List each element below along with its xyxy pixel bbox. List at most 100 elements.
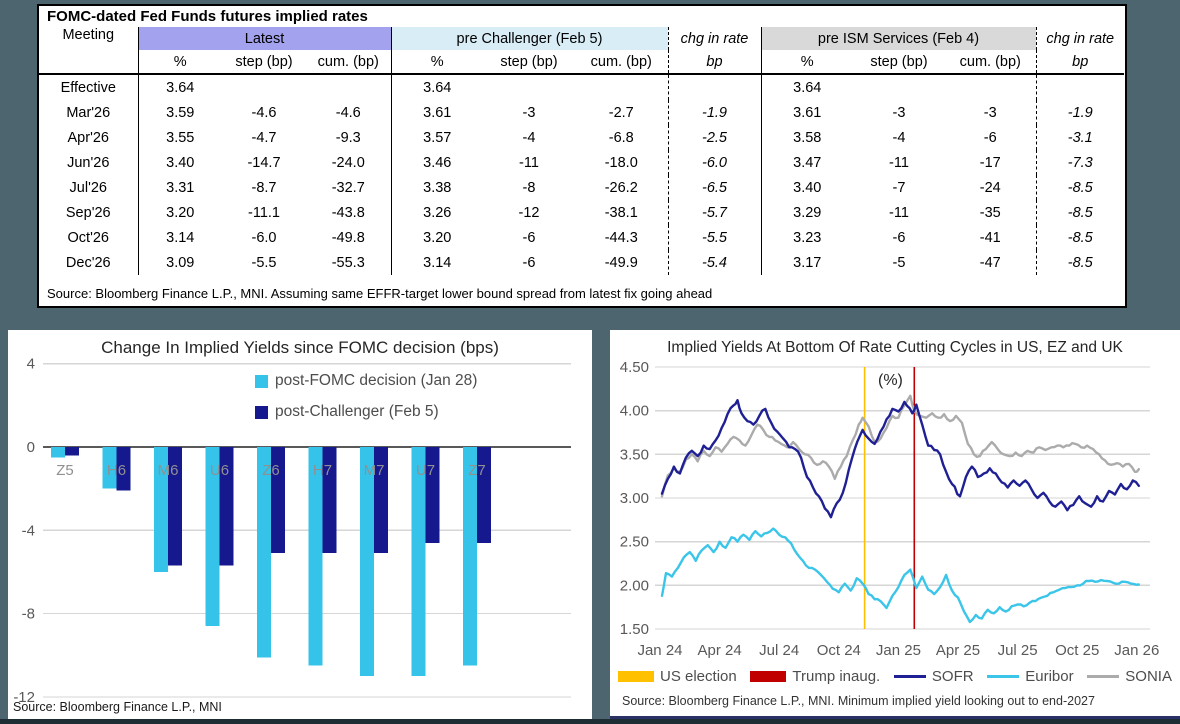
sub-header: step (bp) xyxy=(222,50,306,75)
bar-post-challenger-M7 xyxy=(374,447,388,554)
bar-chart-svg: 4 0 -4 -8 -12 Z5 H6 M6 U6 Z6 H7 M7 U7 Z7 xyxy=(13,356,571,706)
value-cell: -18.0 xyxy=(575,150,669,175)
legend-item-sonia: SONIA xyxy=(1087,668,1172,685)
meeting-cell: Jul'26 xyxy=(39,175,139,200)
sub-header: cum. (bp) xyxy=(575,50,669,75)
legend-label: Euribor xyxy=(1025,668,1074,685)
x-tick-label: Jan 24 xyxy=(637,642,682,659)
value-cell: -17 xyxy=(945,150,1037,175)
value-cell: 3.55 xyxy=(166,129,195,146)
value-cell: -3.1 xyxy=(1067,129,1093,146)
value-cell: -7.3 xyxy=(1067,154,1093,171)
value-cell: -8 xyxy=(522,179,536,196)
x-category-label: Z5 xyxy=(56,462,74,479)
value-cell: -1.9 xyxy=(1067,104,1093,121)
sub-header: step (bp) xyxy=(483,50,575,75)
value-cell xyxy=(306,74,392,100)
bar-post-fomc-H6 xyxy=(102,447,117,489)
x-tick-label: Jan 26 xyxy=(1114,642,1159,659)
fomc-table-panel: FOMC-dated Fed Funds futures implied rat… xyxy=(37,4,1127,308)
post-challenger-swatch xyxy=(255,405,268,419)
table-row: Sep'26 3.20 -11.1 -43.8 3.26 -12 -38.1 -5.7 3.29… xyxy=(39,200,1124,225)
bar-post-fomc-H7 xyxy=(308,447,323,666)
x-tick-label: Jul 25 xyxy=(998,642,1038,659)
value-cell: -24 xyxy=(945,175,1037,200)
sub-header: cum. (bp) xyxy=(945,50,1037,75)
bar-chart-panel: Change In Implied Yields since FOMC deci… xyxy=(8,330,592,719)
bar-post-fomc-U6 xyxy=(205,447,220,627)
sub-header: step (bp) xyxy=(853,50,945,75)
percent-unit-label: (%) xyxy=(878,372,903,389)
legend-item-us-election: US election xyxy=(618,668,737,685)
bar-post-fomc-M6 xyxy=(154,447,168,572)
value-cell: 3.61 xyxy=(793,104,822,121)
bar-post-fomc-M7 xyxy=(360,447,374,677)
value-cell: 3.14 xyxy=(166,229,195,246)
meeting-cell: Sep'26 xyxy=(39,200,139,225)
legend-label: Trump inaug. xyxy=(792,668,881,685)
sofr-swatch xyxy=(893,675,926,678)
y-tick-label: -8 xyxy=(22,606,35,623)
sub-header: bp xyxy=(668,50,762,75)
bar-post-fomc-Z6 xyxy=(257,447,271,658)
value-cell: -4 xyxy=(522,129,536,146)
value-cell: 3.40 xyxy=(166,154,195,171)
bar-chart-source: Source: Bloomberg Finance L.P., MNI xyxy=(13,700,222,714)
value-cell xyxy=(1036,74,1124,100)
table-title: FOMC-dated Fed Funds futures implied rat… xyxy=(47,8,368,25)
bar-post-challenger-M6 xyxy=(168,447,182,566)
bar-post-fomc-Z7 xyxy=(463,447,477,666)
value-cell xyxy=(945,74,1037,100)
table-row: Oct'26 3.14 -6.0 -49.8 3.20 -6 -44.3 -5.5 3.23 -6… xyxy=(39,225,1124,250)
legend-item-trump-inaug-: Trump inaug. xyxy=(750,668,880,685)
bar-post-challenger-Z5 xyxy=(65,447,79,456)
value-cell: -8.5 xyxy=(1067,179,1093,196)
sub-header: % xyxy=(761,50,853,75)
value-cell: 3.29 xyxy=(793,204,822,221)
table-source: Source: Bloomberg Finance L.P., MNI. Ass… xyxy=(47,286,713,301)
legend-label: SOFR xyxy=(931,668,974,685)
sub-header: cum. (bp) xyxy=(306,50,392,75)
value-cell: -9.3 xyxy=(306,125,392,150)
bar-post-fomc-Z5 xyxy=(51,447,65,458)
x-tick-label: Apr 25 xyxy=(936,642,980,659)
value-cell: -8.5 xyxy=(1067,229,1093,246)
x-category-label: H7 xyxy=(313,462,332,479)
value-cell: -3 xyxy=(892,104,906,121)
bottom-edge-strip xyxy=(0,719,1180,724)
value-cell: -3 xyxy=(945,100,1037,125)
col-header-meeting: Meeting xyxy=(39,27,139,75)
value-cell: -35 xyxy=(945,200,1037,225)
y-tick-label: 2.00 xyxy=(620,577,649,594)
sub-header: % xyxy=(391,50,483,75)
y-tick-label: 4.50 xyxy=(620,359,649,376)
value-cell: -44.3 xyxy=(575,225,669,250)
value-cell: 3.09 xyxy=(166,254,195,271)
bar-post-challenger-Z6 xyxy=(271,447,285,554)
value-cell: -41 xyxy=(945,225,1037,250)
value-cell: 3.23 xyxy=(793,229,822,246)
value-cell: 3.26 xyxy=(423,204,452,221)
post-fomc-swatch xyxy=(255,374,268,388)
value-cell: 3.57 xyxy=(423,129,452,146)
group-header-pre-ism-services-feb-4-: pre ISM Services (Feb 4) xyxy=(761,27,1037,50)
meeting-cell: Oct'26 xyxy=(39,225,139,250)
meeting-cell: Dec'26 xyxy=(39,250,139,275)
x-tick-label: Jan 25 xyxy=(876,642,921,659)
x-category-label: H6 xyxy=(107,462,126,479)
value-cell: 3.14 xyxy=(423,254,452,271)
meeting-cell: Apr'26 xyxy=(39,125,139,150)
value-cell: 3.20 xyxy=(423,229,452,246)
x-category-label: M7 xyxy=(364,462,385,479)
value-cell: -7 xyxy=(892,179,906,196)
bar-post-challenger-Z7 xyxy=(477,447,491,543)
value-cell: -2.7 xyxy=(575,100,669,125)
value-cell: -1.9 xyxy=(668,100,762,125)
table-row: Mar'26 3.59 -4.6 -4.6 3.61 -3 -2.7 -1.9 3.61 -3 -3… xyxy=(39,100,1124,125)
line-chart-panel: Implied Yields At Bottom Of Rate Cutting… xyxy=(610,330,1180,720)
value-cell: -6 xyxy=(522,229,536,246)
line-chart-source: Source: Bloomberg Finance L.P., MNI. Min… xyxy=(622,694,1095,708)
line-chart-svg: 4.50 4.00 3.50 3.00 2.50 2.00 1.50 Jan 24 Apr 24… xyxy=(620,359,1160,659)
value-cell xyxy=(853,74,945,100)
value-cell xyxy=(483,74,575,100)
